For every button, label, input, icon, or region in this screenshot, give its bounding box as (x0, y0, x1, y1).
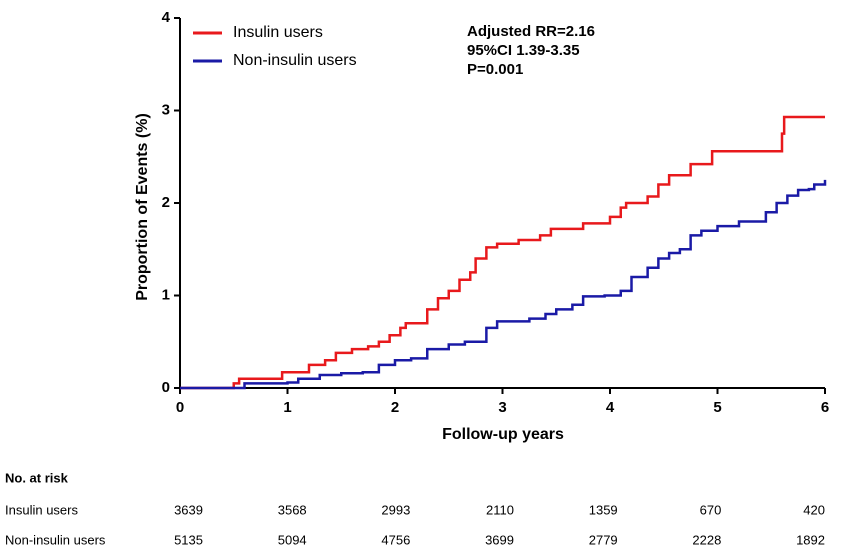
annotation: 95%CI 1.39-3.35 (467, 42, 580, 59)
x-tick-label: 5 (713, 399, 721, 416)
risk-count: 2993 (381, 502, 410, 517)
y-tick-label: 3 (162, 101, 170, 118)
risk-table-title: No. at risk (5, 470, 69, 485)
x-tick-label: 4 (606, 399, 615, 416)
risk-count: 1892 (796, 532, 825, 547)
risk-count: 5135 (174, 532, 203, 547)
y-tick-label: 4 (162, 9, 171, 26)
y-tick-label: 2 (162, 194, 170, 211)
risk-count: 2110 (486, 502, 514, 517)
legend-label: Insulin users (233, 24, 323, 41)
x-tick-label: 2 (391, 399, 399, 416)
y-tick-label: 1 (162, 286, 170, 303)
risk-count: 5094 (278, 532, 307, 547)
x-tick-label: 1 (283, 399, 291, 416)
annotation: P=0.001 (467, 61, 523, 78)
risk-count: 420 (803, 502, 825, 517)
risk-row-label: Non-insulin users (5, 532, 106, 547)
survival-curve (180, 115, 825, 390)
x-axis-title: Follow-up years (442, 426, 564, 443)
annotation: Adjusted RR=2.16 (467, 23, 595, 40)
y-axis-title: Proportion of Events (%) (134, 113, 151, 301)
risk-row-label: Insulin users (5, 502, 78, 517)
risk-count: 1359 (589, 502, 618, 517)
risk-count: 2779 (589, 532, 618, 547)
x-tick-label: 6 (821, 399, 829, 416)
y-tick-label: 0 (162, 379, 170, 396)
survival-curve (180, 179, 827, 390)
risk-count: 670 (700, 502, 722, 517)
x-tick-label: 0 (176, 399, 184, 416)
risk-count: 2228 (692, 532, 721, 547)
risk-count: 3699 (485, 532, 514, 547)
legend-label: Non-insulin users (233, 52, 357, 69)
risk-count: 3639 (174, 502, 203, 517)
x-tick-label: 3 (498, 399, 506, 416)
risk-count: 4756 (381, 532, 410, 547)
risk-count: 3568 (278, 502, 307, 517)
